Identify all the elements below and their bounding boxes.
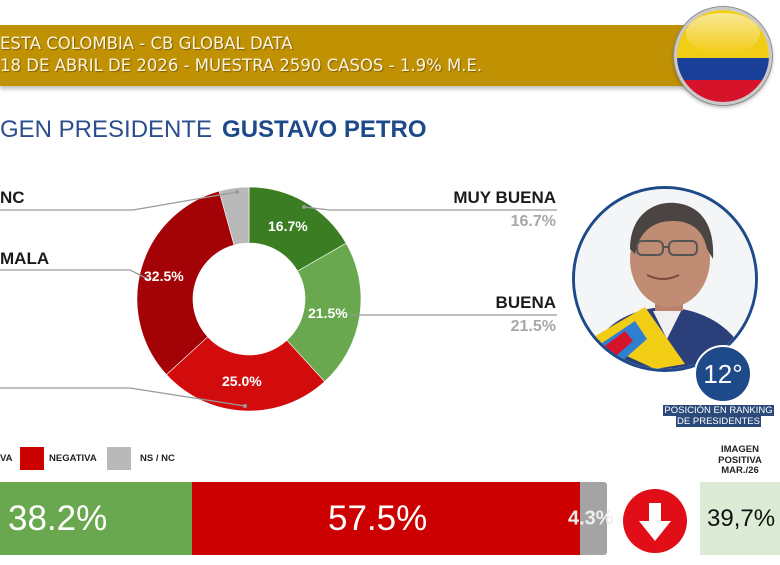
title-prefix: GEN PRESIDENTE (0, 116, 213, 143)
trend-down-icon (623, 489, 687, 553)
bar-positive: 38.2% (0, 482, 192, 555)
slice-label-muy-mala: 32.5% (144, 268, 184, 284)
legend-swatch-nsnc (107, 447, 131, 470)
donut-chart: NC MALA MUY BUENA 16.7% BUENA 21.5% 16.7… (0, 186, 557, 412)
colombia-flag-icon (674, 7, 772, 105)
donut-slice (218, 186, 250, 246)
slice-label-buena: 21.5% (308, 305, 348, 321)
bar-negative: 57.5% (192, 482, 580, 555)
legend-negative: NEGATIVA (49, 453, 97, 464)
slice-label-mala: 25.0% (222, 373, 262, 389)
previous-caption: IMAGEN POSITIVA MAR./26 (718, 444, 762, 476)
header-band: ESTA COLOMBIA - CB GLOBAL DATA 18 DE ABR… (0, 25, 720, 86)
page-title: GEN PRESIDENTE GUSTAVO PETRO (0, 116, 427, 144)
president-name: GUSTAVO PETRO (222, 116, 427, 143)
value-muy-buena: 16.7% (510, 213, 556, 230)
legend-swatch-negative (20, 447, 44, 470)
legend-nsnc: NS / NC (140, 453, 175, 464)
bar-negative-value: 57.5% (328, 498, 428, 538)
label-ns-nc: NC (0, 188, 25, 207)
previous-positive-value: 39,7% (700, 482, 780, 555)
bar-positive-value: 38.2% (8, 498, 108, 538)
label-buena: BUENA (495, 293, 556, 312)
rank-badge: 12° (694, 345, 752, 403)
survey-title: ESTA COLOMBIA - CB GLOBAL DATA (0, 34, 293, 53)
legend-positive: VA (0, 453, 13, 464)
donut-slices (136, 186, 362, 412)
label-muy-buena: MUY BUENA (453, 188, 556, 207)
survey-details: 18 DE ABRIL DE 2026 - MUESTRA 2590 CASOS… (0, 56, 483, 75)
slice-label-muy-buena: 16.7% (268, 218, 308, 234)
bar-nsnc: 4.3% (568, 482, 614, 555)
label-muy-mala: MALA (0, 249, 50, 268)
donut-slice (286, 242, 362, 383)
value-buena: 21.5% (510, 318, 556, 335)
donut-slice (165, 336, 326, 412)
president-photo (572, 186, 758, 372)
bar-nsnc-value: 4.3% (568, 507, 614, 529)
donut-slice (136, 190, 235, 376)
rank-caption: POSICIÓN EN RANKING DE PRESIDENTES (663, 405, 774, 427)
